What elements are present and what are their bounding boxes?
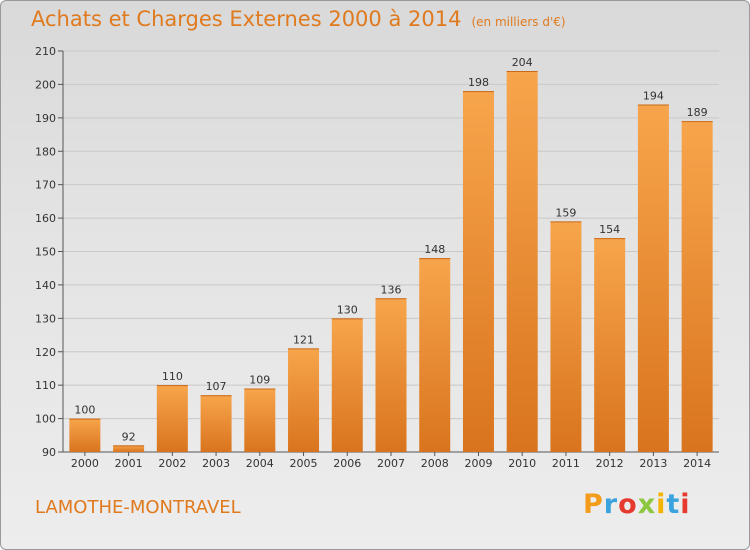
bar-2009 — [462, 91, 494, 452]
data-label-2010: 204 — [512, 56, 533, 69]
x-tick-label: 2012 — [596, 457, 624, 470]
y-tick-label: 150 — [35, 246, 56, 259]
logo-letter: o — [618, 489, 638, 520]
y-tick-label: 160 — [35, 212, 56, 225]
x-tick-label: 2000 — [71, 457, 99, 470]
bar-2012 — [594, 238, 626, 452]
data-label-2009: 198 — [468, 76, 489, 89]
x-tick-label: 2008 — [421, 457, 449, 470]
x-tick-label: 2005 — [290, 457, 318, 470]
x-tick-label: 2009 — [464, 457, 492, 470]
bar-2010 — [506, 71, 538, 453]
data-label-2005: 121 — [293, 333, 314, 346]
bar-2008 — [419, 258, 451, 452]
y-tick-label: 180 — [35, 145, 56, 158]
data-labels: 100 92 110 107 109 121 130 136 148 198 204 159 154 19… — [74, 56, 707, 443]
x-tick-label: 2013 — [639, 457, 667, 470]
logo-letter: x — [637, 489, 657, 520]
logo-letter: i — [680, 489, 691, 520]
x-tick-label: 2007 — [377, 457, 405, 470]
data-label-2011: 159 — [555, 206, 576, 219]
data-label-2002: 110 — [162, 370, 183, 383]
data-label-2013: 194 — [643, 89, 664, 102]
data-label-2004: 109 — [249, 374, 270, 387]
x-tick-label: 2014 — [683, 457, 711, 470]
logo-letter: t — [666, 489, 681, 520]
bar-2007 — [375, 298, 407, 452]
x-tick-label: 2003 — [202, 457, 230, 470]
data-label-2000: 100 — [74, 404, 95, 417]
bar-2014 — [681, 121, 713, 453]
bar-2000 — [69, 418, 101, 452]
logo-letter: r — [603, 489, 619, 520]
data-label-2006: 130 — [337, 303, 358, 316]
bar-2013 — [637, 104, 669, 452]
y-tick-label: 130 — [35, 312, 56, 325]
proxiti-logo: Proxiti — [583, 489, 691, 520]
x-tick-label: 2001 — [115, 457, 143, 470]
chart-title-text: Achats et Charges Externes 2000 à 2014 — [31, 7, 462, 31]
data-label-2007: 136 — [381, 283, 402, 296]
data-label-2012: 154 — [599, 223, 620, 236]
data-label-2008: 148 — [424, 243, 445, 256]
x-tick-label: 2004 — [246, 457, 274, 470]
y-tick-label: 190 — [35, 112, 56, 125]
axes: 90 100 110 120 130 140 150 160 170 180 190 200 210 20… — [35, 45, 719, 470]
commune-name: LAMOTHE-MONTRAVEL — [35, 497, 241, 518]
y-tick-label: 110 — [35, 379, 56, 392]
data-label-2001: 92 — [122, 430, 136, 443]
x-tick-label: 2002 — [158, 457, 186, 470]
y-tick-label: 170 — [35, 179, 56, 192]
data-label-2014: 189 — [687, 106, 708, 119]
bar-2002 — [156, 385, 188, 452]
bars — [69, 71, 713, 453]
x-tick-label: 2011 — [552, 457, 580, 470]
x-tick-label: 2006 — [333, 457, 361, 470]
y-tick-label: 140 — [35, 279, 56, 292]
bar-2006 — [331, 318, 363, 452]
y-tick-label: 120 — [35, 346, 56, 359]
y-tick-label: 210 — [35, 45, 56, 58]
data-label-2003: 107 — [206, 380, 227, 393]
bar-2003 — [200, 395, 232, 452]
x-tick-label: 2010 — [508, 457, 536, 470]
y-tick-label: 100 — [35, 413, 56, 426]
logo-letter: i — [656, 489, 667, 520]
chart-unit: (en milliers d'€) — [471, 15, 566, 29]
y-tick-label: 200 — [35, 78, 56, 91]
y-tick-label: 90 — [42, 446, 56, 459]
bar-2005 — [288, 348, 320, 452]
bar-2001 — [113, 445, 145, 452]
chart-title: Achats et Charges Externes 2000 à 2014 (e… — [31, 7, 566, 31]
bar-2011 — [550, 221, 582, 452]
logo-letter: P — [583, 489, 604, 520]
bar-2004 — [244, 388, 276, 452]
